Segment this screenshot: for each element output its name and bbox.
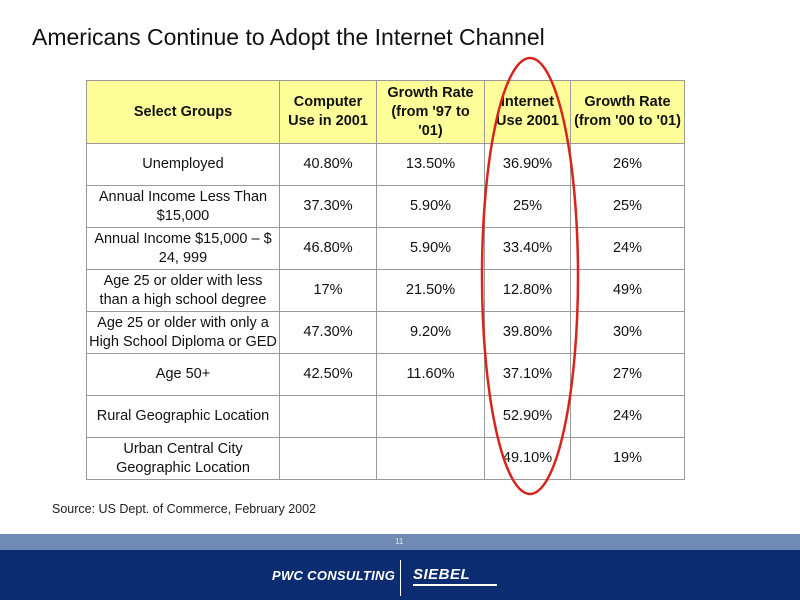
cell-growth-97-01: 5.90%: [376, 227, 485, 270]
header-computer-use: Computer Use in 2001: [279, 80, 377, 144]
cell-internet-use: 39.80%: [484, 311, 571, 354]
cell-computer-use: 47.30%: [279, 311, 377, 354]
cell-growth-97-01: 9.20%: [376, 311, 485, 354]
cell-growth-97-01: 13.50%: [376, 143, 485, 186]
cell-internet-use: 25%: [484, 185, 571, 228]
header-growth-rate-00-01: Growth Rate (from '00 to '01): [570, 80, 685, 144]
cell-growth-00-01: 24%: [570, 395, 685, 438]
cell-computer-use: 17%: [279, 269, 377, 312]
cell-growth-00-01: 26%: [570, 143, 685, 186]
cell-growth-97-01: 5.90%: [376, 185, 485, 228]
cell-growth-00-01: 19%: [570, 437, 685, 480]
cell-internet-use: 37.10%: [484, 353, 571, 396]
cell-computer-use: [279, 395, 377, 438]
cell-group: Urban Central City Geographic Location: [86, 437, 280, 480]
cell-computer-use: 46.80%: [279, 227, 377, 270]
cell-computer-use: [279, 437, 377, 480]
cell-group: Rural Geographic Location: [86, 395, 280, 438]
source-note: Source: US Dept. of Commerce, February 2…: [52, 502, 317, 516]
cell-internet-use: 52.90%: [484, 395, 571, 438]
table-row: Age 25 or older with only a High School …: [86, 311, 685, 354]
cell-growth-00-01: 49%: [570, 269, 685, 312]
header-internet-use: Internet Use 2001: [484, 80, 571, 144]
table-row: Age 50+ 42.50% 11.60% 37.10% 27%: [86, 353, 685, 396]
cell-internet-use: 49.10%: [484, 437, 571, 480]
table-row: Unemployed 40.80% 13.50% 36.90% 26%: [86, 143, 685, 186]
cell-growth-97-01: 21.50%: [376, 269, 485, 312]
table-row: Age 25 or older with less than a high sc…: [86, 269, 685, 312]
cell-growth-00-01: 25%: [570, 185, 685, 228]
cell-growth-00-01: 27%: [570, 353, 685, 396]
table-row: Rural Geographic Location 52.90% 24%: [86, 395, 685, 438]
cell-computer-use: 37.30%: [279, 185, 377, 228]
table-header-row: Select Groups Computer Use in 2001 Growt…: [86, 80, 685, 144]
cell-growth-00-01: 24%: [570, 227, 685, 270]
data-table: Select Groups Computer Use in 2001 Growt…: [86, 80, 685, 480]
pwc-consulting-logo: PWC CONSULTING: [272, 568, 396, 583]
cell-internet-use: 33.40%: [484, 227, 571, 270]
cell-group: Age 50+: [86, 353, 280, 396]
header-select-groups: Select Groups: [86, 80, 280, 144]
cell-group: Annual Income Less Than $15,000: [86, 185, 280, 228]
cell-growth-97-01: [376, 437, 485, 480]
footer-strip: [0, 534, 800, 550]
slide-title: Americans Continue to Adopt the Internet…: [32, 24, 545, 50]
cell-internet-use: 36.90%: [484, 143, 571, 186]
siebel-logo: SIEBEL: [413, 566, 471, 583]
table-row: Urban Central City Geographic Location 49…: [86, 437, 685, 480]
cell-computer-use: 40.80%: [279, 143, 377, 186]
cell-growth-97-01: [376, 395, 485, 438]
page-number: 11: [395, 537, 404, 546]
logo-separator: [400, 560, 401, 596]
cell-group: Unemployed: [86, 143, 280, 186]
cell-growth-00-01: 30%: [570, 311, 685, 354]
table-row: Annual Income $15,000 – $ 24, 999 46.80% 5…: [86, 227, 685, 270]
siebel-logo-underline: [413, 584, 497, 586]
cell-group: Age 25 or older with less than a high sc…: [86, 269, 280, 312]
header-growth-rate-97-01: Growth Rate (from '97 to '01): [376, 80, 485, 144]
cell-growth-97-01: 11.60%: [376, 353, 485, 396]
cell-group: Age 25 or older with only a High School …: [86, 311, 280, 354]
cell-internet-use: 12.80%: [484, 269, 571, 312]
cell-computer-use: 42.50%: [279, 353, 377, 396]
cell-group: Annual Income $15,000 – $ 24, 999: [86, 227, 280, 270]
table-row: Annual Income Less Than $15,000 37.30% 5.9…: [86, 185, 685, 228]
